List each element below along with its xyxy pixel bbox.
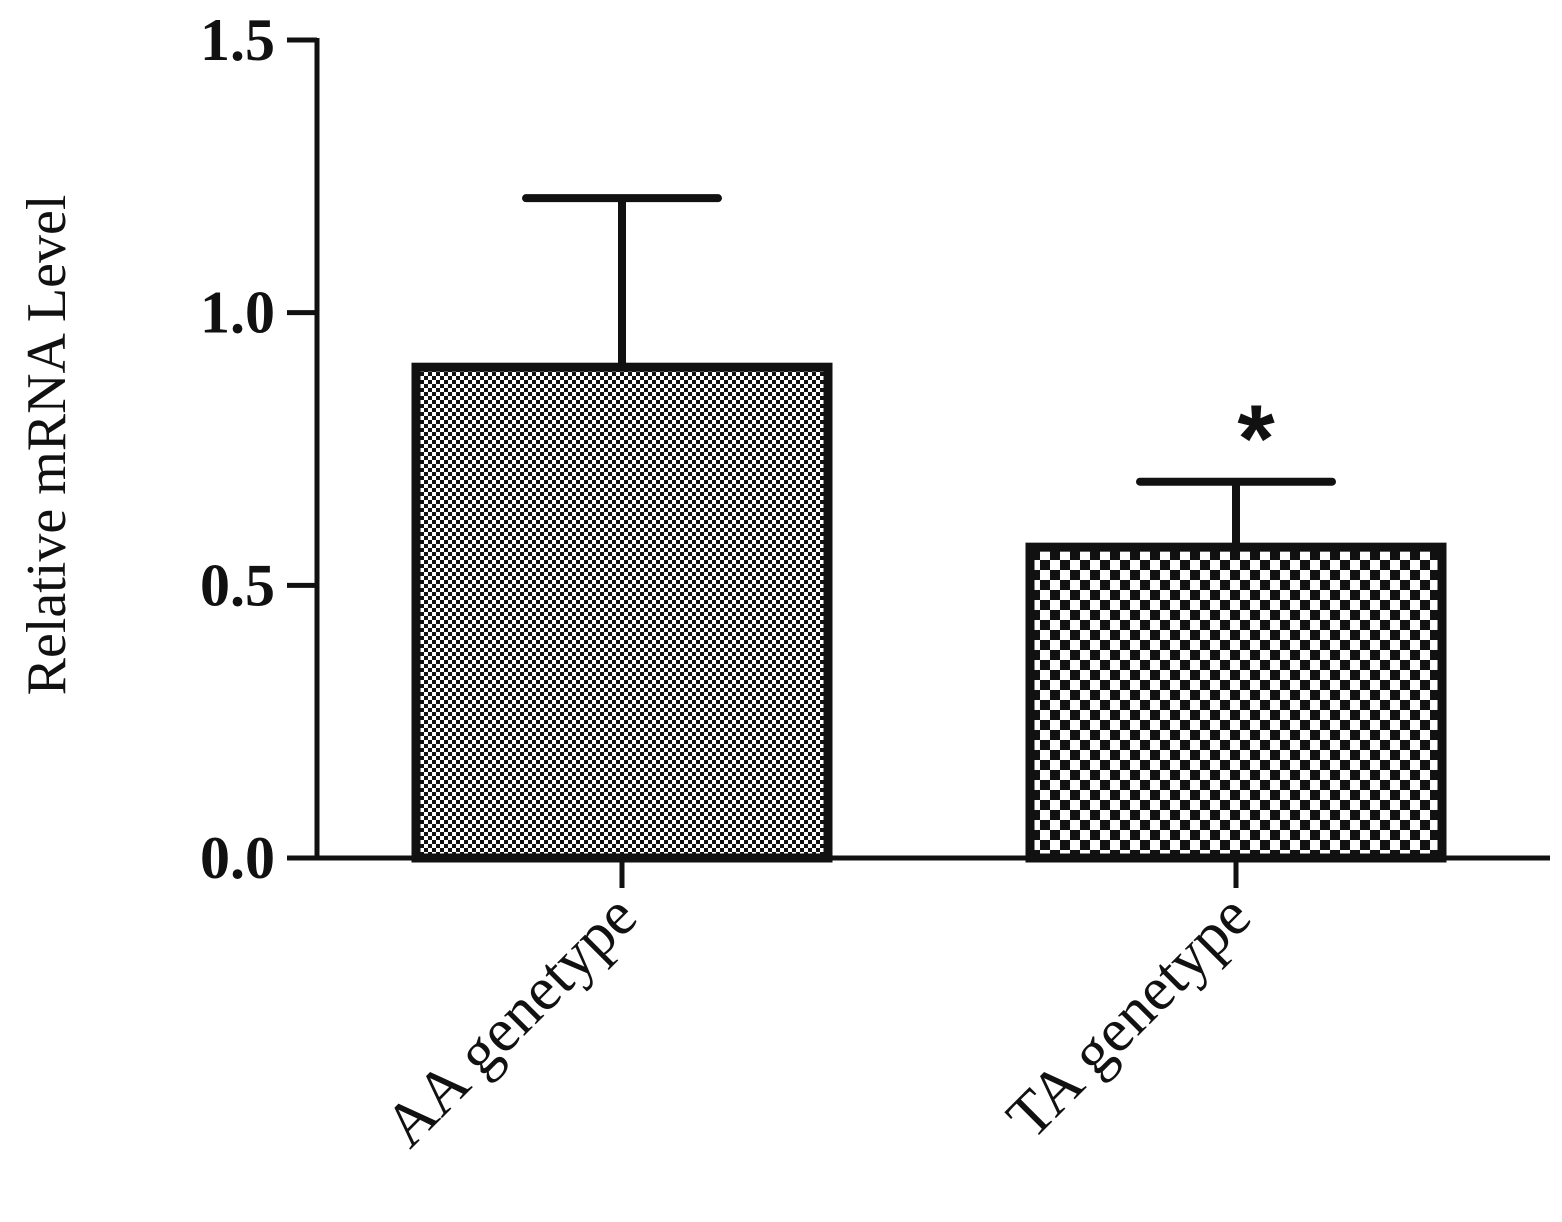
x-axis: AA genetype TA genetype [287, 855, 1550, 1160]
x-tick-label: TA genetype [994, 882, 1264, 1152]
bar [1025, 542, 1447, 863]
y-tick-label: 1.5 [200, 7, 275, 73]
y-tick-label: 1.0 [200, 280, 275, 346]
bars: * [411, 194, 1447, 863]
y-tick-label: 0.0 [200, 825, 275, 891]
y-tick-label: 0.5 [200, 552, 275, 618]
bar [411, 362, 833, 863]
y-axis-title: Relative mRNA Level [16, 195, 78, 696]
x-tick-label: AA genetype [372, 882, 650, 1160]
y-axis: 0.0 0.5 1.0 1.5 [200, 7, 320, 891]
significance-marker: * [1237, 386, 1275, 493]
